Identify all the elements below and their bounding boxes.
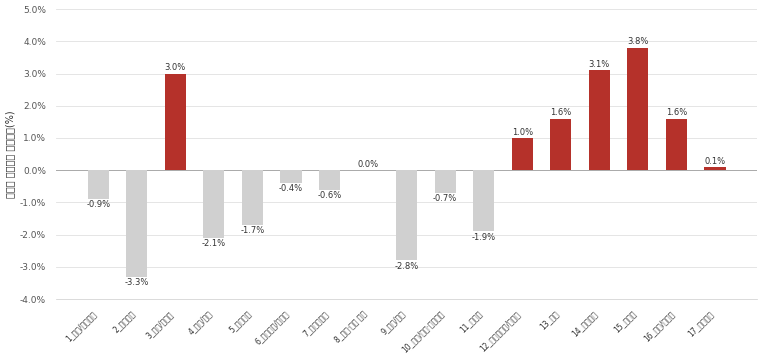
Bar — [242, 170, 263, 225]
Bar — [203, 170, 224, 238]
Bar — [550, 119, 571, 170]
Bar — [473, 170, 494, 231]
Bar — [396, 170, 417, 260]
Text: -2.8%: -2.8% — [394, 262, 419, 271]
Text: 0.1%: 0.1% — [704, 157, 726, 166]
Text: 1.0%: 1.0% — [512, 128, 533, 137]
Text: 1.6%: 1.6% — [550, 108, 571, 117]
Bar — [704, 167, 726, 170]
Bar — [126, 170, 147, 276]
Text: 1.6%: 1.6% — [666, 108, 687, 117]
Text: 3.8%: 3.8% — [627, 37, 649, 46]
Bar — [512, 138, 533, 170]
Bar — [589, 70, 610, 170]
Bar — [319, 170, 340, 189]
Bar — [434, 170, 456, 193]
Text: 3.1%: 3.1% — [589, 60, 610, 69]
Bar — [88, 170, 109, 199]
Text: 0.0%: 0.0% — [357, 160, 378, 169]
Bar — [666, 119, 687, 170]
Bar — [280, 170, 301, 183]
Text: 3.0%: 3.0% — [165, 63, 186, 72]
Text: -1.7%: -1.7% — [240, 226, 265, 235]
Text: -1.9%: -1.9% — [472, 233, 496, 242]
Text: -3.3%: -3.3% — [124, 278, 149, 287]
Text: -2.1%: -2.1% — [201, 239, 226, 248]
Bar — [627, 48, 649, 170]
Bar — [165, 73, 186, 170]
Y-axis label: 전지역 평균대비 비중차이(%): 전지역 평균대비 비중차이(%) — [5, 110, 15, 198]
Text: -0.7%: -0.7% — [433, 194, 457, 203]
Text: -0.9%: -0.9% — [86, 201, 111, 210]
Text: -0.4%: -0.4% — [278, 184, 303, 193]
Text: -0.6%: -0.6% — [317, 191, 342, 200]
